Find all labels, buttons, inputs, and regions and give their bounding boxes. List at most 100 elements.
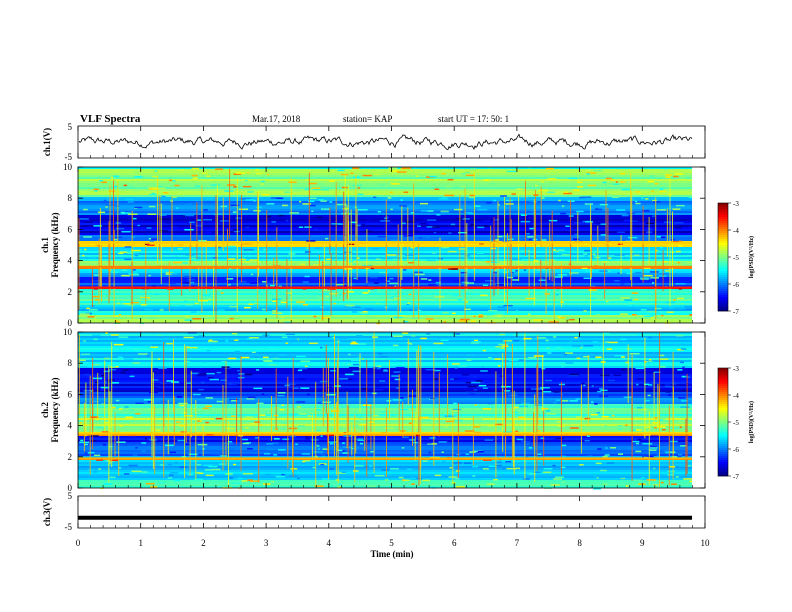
ch2-spectrogram-speckle <box>518 359 525 361</box>
ch1-spectrogram-speckle <box>563 191 568 193</box>
ch2-spectrogram-speckle <box>680 445 687 447</box>
ch2-spectrogram-speckle <box>197 443 208 446</box>
ch1-spectrogram-streak <box>590 204 592 317</box>
ch1-spectrogram-speckle <box>615 181 618 183</box>
ch1-spectrogram-speckle <box>352 263 358 265</box>
ch2-spectrogram-speckle <box>383 370 388 372</box>
ch1-spectrogram-speckle <box>601 261 609 263</box>
ch2-spectrogram-row <box>78 468 692 470</box>
ch1-spectrogram-speckle <box>263 248 266 251</box>
ch2-spectrogram-speckle <box>187 346 198 349</box>
ch1-spectrogram-speckle <box>497 235 503 238</box>
ch2-spectrogram-speckle <box>197 472 204 475</box>
ch2-spectrogram-speckle <box>273 438 280 440</box>
ch1-spectrogram-speckle <box>555 227 558 230</box>
ch2-spectrogram-speckle <box>496 461 502 463</box>
ch1-spectrogram-speckle <box>595 207 599 210</box>
ch1-spectrogram-streak <box>672 211 673 289</box>
ch1-spectrogram-speckle <box>388 277 394 280</box>
ch2-spectrogram-speckle <box>479 417 483 419</box>
ch2-spectrogram-streak <box>631 353 633 411</box>
ch1-spectrogram-narrowband-line <box>78 241 692 244</box>
ch2-spectrogram-speckle <box>516 438 524 441</box>
ch2-spectrogram-streak <box>686 373 688 474</box>
ch2-spectrogram-speckle <box>395 387 400 389</box>
ch2-spectrogram-speckle <box>634 417 643 420</box>
ch1-spectrogram-speckle <box>448 252 451 255</box>
ch2-spectrogram-speckle <box>326 434 335 437</box>
ch1-spectrogram-speckle <box>415 273 425 276</box>
ch1-spectrogram-speckle <box>141 287 149 290</box>
ch1-spectrogram-speckle <box>131 236 136 238</box>
ch1-spectrogram-speckle <box>116 302 121 305</box>
ch2-spectrogram-speckle <box>677 455 682 457</box>
ch1-spectrogram-speckle <box>317 199 325 201</box>
ch1-spectrogram-speckle <box>503 305 513 307</box>
ch2-spectrogram-speckle <box>576 357 581 359</box>
ch1-spectrogram-speckle <box>220 292 224 294</box>
ch2-spectrogram-speckle <box>679 465 688 467</box>
ch2-spectrogram-speckle <box>486 483 495 485</box>
ch2-spectrogram-streak <box>657 383 659 428</box>
ch1-spectrogram-speckle <box>418 237 423 239</box>
ch1-spectrogram-speckle <box>676 204 685 207</box>
ch1-spectrogram-speckle <box>257 290 261 293</box>
ch1-spectrogram-speckle <box>283 321 291 324</box>
ch1-spectrogram-speckle <box>451 268 459 270</box>
ch2-spectrogram-speckle <box>231 399 238 402</box>
ch1-spectrogram-speckle <box>427 219 437 221</box>
ch1-colorbar-swatch <box>718 295 728 298</box>
ch1-spectrogram-row <box>78 195 692 197</box>
ch1-spectrogram-speckle <box>527 167 532 169</box>
ch1-spectrogram-speckle <box>561 254 570 256</box>
ch1-spectrogram-speckle <box>616 209 626 211</box>
ch1-spectrogram-speckle <box>441 172 446 175</box>
ch2-spectrogram-speckle <box>185 346 190 348</box>
ch1-spectrogram-streak <box>329 207 331 254</box>
ch2-spectrogram-speckle <box>170 472 179 474</box>
ch1-spectrogram-speckle <box>94 298 100 301</box>
ch2-spectrogram-speckle <box>118 408 123 410</box>
ch2-spectrogram-speckle <box>400 397 404 399</box>
ch1-spectrogram-ytick-label: 8 <box>68 193 73 203</box>
ch1-spectrogram-speckle <box>296 301 306 303</box>
ch1-spectrogram-speckle <box>646 310 656 313</box>
ch2-spectrogram-speckle <box>297 477 300 480</box>
ch2-spectrogram-streak <box>659 332 661 399</box>
ch1-spectrogram-speckle <box>497 204 500 206</box>
ch1-spectrogram-speckle <box>278 285 282 288</box>
ch1-spectrogram-speckle <box>260 180 265 183</box>
ch2-spectrogram-speckle <box>652 486 660 488</box>
ch2-spectrogram-row <box>78 342 692 344</box>
ch2-spectrogram-speckle <box>625 485 629 487</box>
ch1-spectrogram-speckle <box>607 257 612 259</box>
ch2-spectrogram-speckle <box>576 416 582 418</box>
ch1-spectrogram-speckle <box>425 318 434 320</box>
ch1-spectrogram-streak <box>570 200 572 288</box>
ch2-spectrogram-streak <box>336 402 338 475</box>
ch2-spectrogram-speckle <box>281 404 285 406</box>
ch1-spectrogram-speckle <box>200 253 208 255</box>
ch2-spectrogram-speckle <box>128 434 137 437</box>
ch2-spectrogram-speckle <box>569 400 578 402</box>
ch2-spectrogram-speckle <box>304 365 308 368</box>
ch2-spectrogram-speckle <box>433 378 438 380</box>
ch2-series-label: ch.2 <box>40 402 50 418</box>
ch2-spectrogram-speckle <box>562 481 566 483</box>
ch1-spectrogram-speckle <box>320 200 327 202</box>
ch2-spectrogram-speckle <box>254 421 261 423</box>
ch1-spectrogram-speckle <box>198 299 208 302</box>
ch2-spectrogram-speckle <box>537 453 542 455</box>
ch2-spectrogram-streak <box>292 422 294 473</box>
ch3-waveform-ylabel: ch.3(V) <box>42 498 52 526</box>
ch1-spectrogram-speckle <box>444 194 454 197</box>
ch1-spectrogram-speckle <box>177 248 183 250</box>
ch2-spectrogram-speckle <box>190 372 200 375</box>
ch2-spectrogram-speckle <box>322 448 329 450</box>
ch2-spectrogram-speckle <box>285 342 289 344</box>
ch2-spectrogram-streak <box>83 403 85 452</box>
ch2-spectrogram-speckle <box>442 460 446 463</box>
ch2-spectrogram-speckle <box>373 414 379 417</box>
ch1-spectrogram-speckle <box>105 206 108 208</box>
ch2-spectrogram-speckle <box>225 427 235 430</box>
